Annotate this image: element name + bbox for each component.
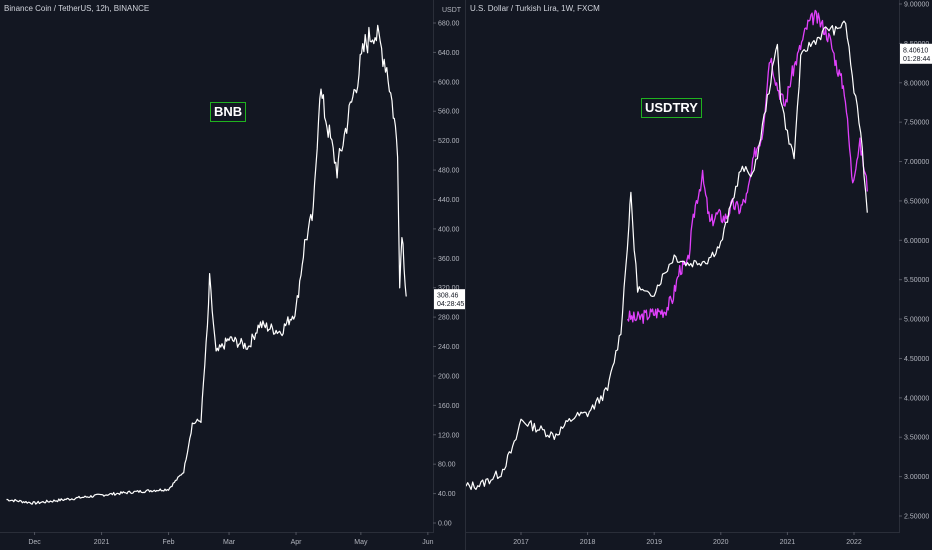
- last-price-value: 308.46: [437, 293, 459, 300]
- y-tick-label: 600.00: [438, 79, 460, 86]
- last-price-tag: [900, 43, 932, 64]
- y-tick-label: 680.00: [438, 21, 460, 28]
- usdtry-chart-pane[interactable]: 2.50000 3.00000 3.50000 4.00000 4.50000 5.000…: [466, 0, 932, 550]
- x-tick-label: May: [354, 539, 368, 546]
- y-tick-label: 9.00000: [904, 2, 929, 9]
- currency-label: USDT: [442, 7, 462, 14]
- y-tick-label: 0.00: [438, 521, 452, 528]
- y-tick-label: 2.50000: [904, 514, 929, 521]
- x-tick-label: Jun: [422, 539, 433, 546]
- x-tick-label: Dec: [28, 539, 41, 546]
- y-tick-label: 6.50000: [904, 198, 929, 205]
- y-tick-label: 80.00: [438, 462, 456, 469]
- bnb-price-line: [6, 24, 407, 505]
- y-tick-label: 440.00: [438, 197, 460, 204]
- usdtry-badge: USDTRY: [641, 98, 702, 118]
- x-tick-label: 2021: [94, 539, 110, 546]
- last-price-value: 8.40610: [903, 47, 928, 54]
- y-tick-label: 640.00: [438, 50, 460, 57]
- bnb-chart-title: Binance Coin / TetherUS, 12h, BINANCE: [4, 4, 150, 13]
- last-price-tag: [434, 289, 466, 310]
- y-tick-label: 520.00: [438, 138, 460, 145]
- y-tick-label: 360.00: [438, 256, 460, 263]
- y-tick-label: 560.00: [438, 109, 460, 116]
- x-tick-label: 2020: [713, 539, 729, 546]
- y-tick-label: 200.00: [438, 373, 460, 380]
- y-tick-label: 320.00: [438, 285, 460, 292]
- countdown-value: 04:28:45: [437, 301, 464, 308]
- bnb-overlay-line: [627, 9, 868, 324]
- y-tick-label: 5.50000: [904, 277, 929, 284]
- y-tick-label: 8.00000: [904, 80, 929, 87]
- usdtry-chart[interactable]: 2.50000 3.00000 3.50000 4.00000 4.50000 5.000…: [466, 0, 932, 550]
- x-tick-label: Mar: [223, 539, 236, 546]
- x-tick-label: Feb: [163, 539, 175, 546]
- y-tick-label: 480.00: [438, 168, 460, 175]
- y-tick-label: 3.50000: [904, 435, 929, 442]
- y-tick-label: 400.00: [438, 226, 460, 233]
- x-tick-label: 2019: [646, 539, 662, 546]
- bnb-badge: BNB: [210, 102, 247, 122]
- countdown-value: 01:28:44: [903, 56, 930, 63]
- y-tick-label: 5.00000: [904, 317, 929, 324]
- y-tick-label: 240.00: [438, 344, 460, 351]
- y-tick-label: 280.00: [438, 315, 460, 322]
- bnb-chart-pane[interactable]: USDT 0.00 40.00 80.00 120.00 160.00 200.00 240.…: [0, 0, 466, 550]
- y-tick-label: 4.50000: [904, 356, 929, 363]
- y-tick-label: 120.00: [438, 432, 460, 439]
- usdtry-chart-title: U.S. Dollar / Turkish Lira, 1W, FXCM: [470, 4, 600, 13]
- y-tick-label: 7.00000: [904, 159, 929, 166]
- x-tick-label: 2021: [780, 539, 796, 546]
- y-tick-label: 160.00: [438, 403, 460, 410]
- x-tick-label: 2017: [513, 539, 529, 546]
- y-tick-label: 3.00000: [904, 474, 929, 481]
- y-tick-label: 40.00: [438, 491, 456, 498]
- pane-divider[interactable]: [465, 0, 466, 550]
- y-tick-label: 7.50000: [904, 120, 929, 127]
- y-tick-label: 4.00000: [904, 395, 929, 402]
- x-tick-label: 2018: [580, 539, 596, 546]
- usdtry-price-line: [466, 20, 868, 491]
- y-tick-label: 6.00000: [904, 238, 929, 245]
- bnb-chart[interactable]: USDT 0.00 40.00 80.00 120.00 160.00 200.00 240.…: [0, 0, 466, 550]
- x-tick-label: Apr: [291, 539, 303, 546]
- x-tick-label: 2022: [846, 539, 862, 546]
